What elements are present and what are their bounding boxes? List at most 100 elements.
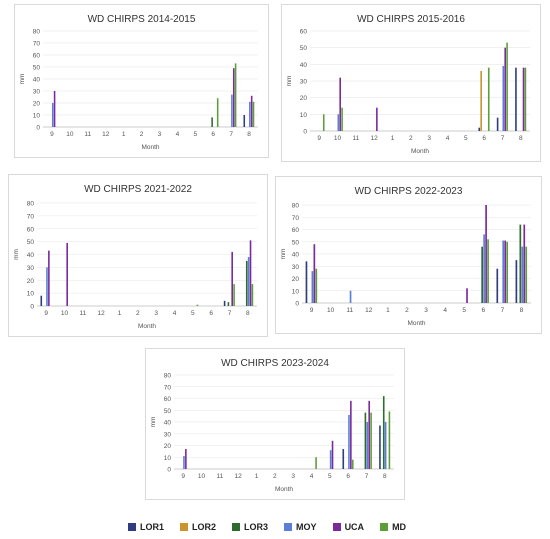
bar-uca-10 bbox=[339, 77, 341, 131]
bar-md-7 bbox=[506, 42, 508, 131]
legend-item-moy: MOY bbox=[284, 522, 317, 532]
y-tick-label: 0 bbox=[36, 125, 40, 132]
x-tick-label: 11 bbox=[346, 307, 353, 314]
bar-lor1-9 bbox=[40, 295, 43, 306]
bar-moy-7 bbox=[366, 422, 369, 469]
x-tick-label: 9 bbox=[181, 473, 185, 480]
x-tick-label: 10 bbox=[198, 473, 206, 480]
bar-moy-10 bbox=[337, 114, 340, 131]
bar-lor1-7 bbox=[223, 300, 226, 306]
bar-moy-8 bbox=[384, 422, 387, 469]
y-tick-label: 70 bbox=[33, 41, 41, 48]
chart-svg: WD CHIRPS 2023-2024 0 10 20 30 40 50 60 70 80 mm 9 1… bbox=[150, 358, 394, 493]
x-tick-label: 8 bbox=[519, 135, 523, 142]
y-tick-label: 50 bbox=[164, 408, 172, 415]
bar-uca-5 bbox=[466, 288, 468, 303]
bar-lor1-9 bbox=[305, 261, 308, 303]
bar-uca-10 bbox=[66, 242, 68, 306]
y-tick-label: 10 bbox=[300, 112, 308, 119]
bar-md-5 bbox=[196, 304, 199, 306]
chart-title: WD CHIRPS 2021-2022 bbox=[84, 184, 192, 195]
y-tick-label: 50 bbox=[27, 239, 35, 246]
bar-moy-6 bbox=[483, 234, 485, 303]
bar-md-6 bbox=[487, 67, 490, 131]
x-tick-label: 5 bbox=[462, 307, 466, 314]
bar-uca-6 bbox=[485, 205, 487, 303]
bar-md-8 bbox=[251, 284, 254, 306]
bar-uca-7 bbox=[504, 240, 507, 303]
x-tick-label: 2 bbox=[409, 135, 413, 142]
x-tick-label: 5 bbox=[464, 135, 468, 142]
bar-lor3-7 bbox=[364, 412, 367, 469]
x-tick-label: 12 bbox=[98, 310, 106, 317]
y-tick-label: 60 bbox=[300, 29, 308, 36]
x-tick-label: 4 bbox=[173, 310, 177, 317]
bar-md-7 bbox=[233, 284, 235, 306]
legend-label: LOR2 bbox=[192, 522, 217, 532]
bar-uca-7 bbox=[368, 400, 370, 469]
x-axis-label: Month bbox=[138, 323, 156, 330]
bar-lor1-6 bbox=[342, 449, 345, 469]
bar-md-7 bbox=[506, 241, 508, 303]
y-tick-label: 30 bbox=[27, 265, 35, 272]
chart-title: WD CHIRPS 2022-2023 bbox=[355, 186, 463, 197]
x-tick-label: 8 bbox=[247, 131, 251, 138]
bar-md-8 bbox=[388, 411, 391, 469]
legend-item-uca: UCA bbox=[332, 522, 365, 532]
bar-uca-9 bbox=[48, 250, 50, 306]
bar-moy-8 bbox=[247, 257, 250, 306]
x-tick-label: 1 bbox=[255, 473, 259, 480]
bar-md-9 bbox=[322, 114, 325, 131]
x-tick-label: 10 bbox=[61, 310, 69, 317]
y-tick-label: 70 bbox=[292, 215, 300, 222]
x-tick-label: 9 bbox=[310, 307, 314, 314]
y-tick-label: 30 bbox=[164, 431, 172, 438]
chart-svg: WD CHIRPS 2021-2022 0 10 20 30 40 50 60 70 80 mm 9 1… bbox=[13, 184, 257, 330]
bar-lor3-8 bbox=[382, 396, 385, 469]
bar-uca-9 bbox=[53, 91, 56, 127]
x-tick-label: 1 bbox=[122, 131, 126, 138]
legend-swatch bbox=[380, 523, 389, 531]
legend-label: UCA bbox=[344, 522, 365, 532]
bar-uca-9 bbox=[313, 244, 316, 303]
bar-md-8 bbox=[525, 246, 528, 303]
x-tick-label: 5 bbox=[191, 310, 195, 317]
x-tick-label: 1 bbox=[118, 310, 122, 317]
bar-moy-7 bbox=[231, 94, 233, 127]
x-tick-label: 7 bbox=[365, 473, 369, 480]
chart-svg: WD CHIRPS 2014-2015 0 10 20 30 40 50 60 70 80 mm 9 1… bbox=[19, 14, 258, 151]
x-axis-label: Month bbox=[141, 144, 159, 151]
bar-md-8 bbox=[524, 67, 527, 131]
y-tick-label: 40 bbox=[33, 77, 41, 84]
bar-md-7 bbox=[370, 412, 372, 469]
y-tick-label: 80 bbox=[27, 201, 35, 208]
x-tick-label: 9 bbox=[50, 131, 54, 138]
legend-swatch bbox=[128, 523, 136, 531]
x-tick-label: 8 bbox=[383, 473, 387, 480]
y-tick-label: 20 bbox=[292, 276, 300, 283]
x-tick-label: 5 bbox=[328, 473, 332, 480]
chart-panel-2: WD CHIRPS 2015-2016 0 10 20 30 40 50 60 mm 9 10 11 1… bbox=[281, 4, 541, 162]
y-tick-label: 40 bbox=[292, 252, 300, 259]
y-tick-label: 20 bbox=[300, 95, 308, 102]
bar-md-6 bbox=[216, 98, 219, 127]
x-tick-label: 3 bbox=[424, 307, 428, 314]
bar-lor3-6 bbox=[481, 246, 483, 303]
bar-uca-7 bbox=[504, 47, 506, 131]
chart-title: WD CHIRPS 2014-2015 bbox=[88, 14, 196, 25]
bar-lor1-8 bbox=[515, 67, 517, 131]
bar-uca-9 bbox=[185, 449, 187, 469]
x-tick-label: 6 bbox=[482, 135, 486, 142]
x-tick-label: 5 bbox=[193, 131, 197, 138]
bar-moy-11 bbox=[349, 290, 352, 303]
x-tick-label: 11 bbox=[79, 310, 86, 317]
bar-lor1-7 bbox=[496, 117, 499, 131]
y-tick-label: 20 bbox=[164, 443, 172, 450]
bar-md-7 bbox=[234, 63, 237, 127]
x-tick-label: 3 bbox=[154, 310, 158, 317]
y-tick-label: 0 bbox=[295, 301, 299, 308]
y-axis-label: mm bbox=[19, 74, 26, 85]
x-tick-label: 10 bbox=[327, 307, 335, 314]
bar-lor1-8 bbox=[515, 260, 518, 303]
